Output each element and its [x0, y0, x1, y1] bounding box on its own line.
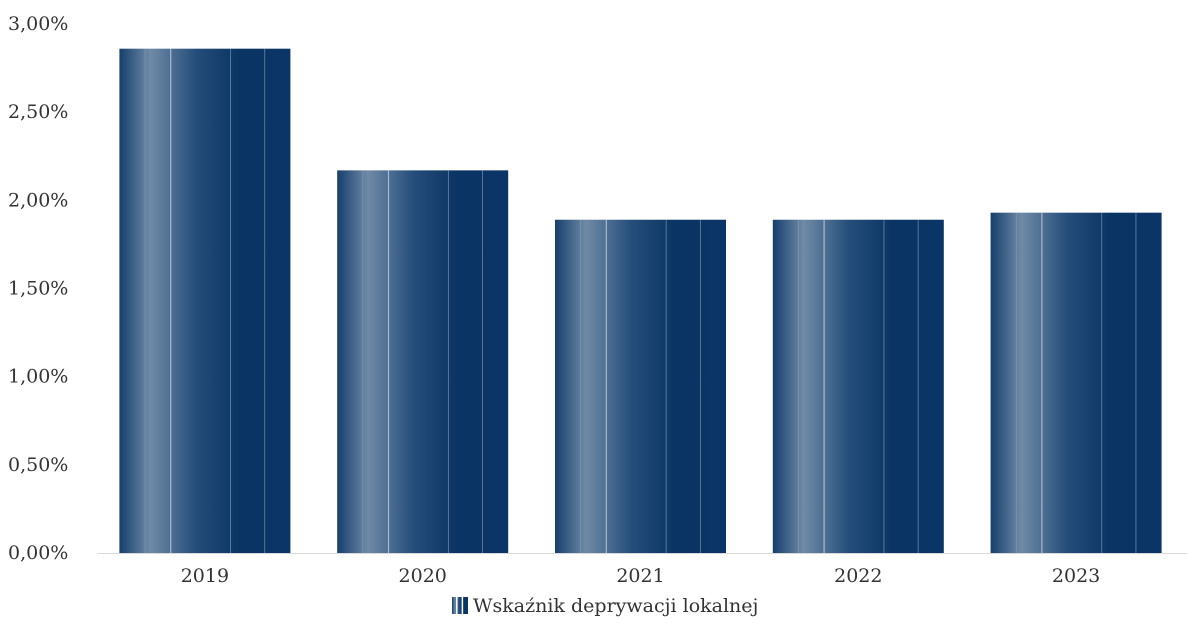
bar: [337, 170, 509, 553]
x-tick-label: 2021: [616, 565, 664, 587]
y-tick-label: 3,00%: [8, 13, 68, 35]
y-axis: 0,00% 0,50% 1,00% 1,50% 2,00% 2,50% 3,00%: [8, 13, 68, 564]
legend-swatch-rect: [452, 597, 468, 614]
y-tick-label: 1,00%: [8, 366, 68, 388]
x-tick-label: 2022: [834, 565, 882, 587]
bar: [119, 48, 291, 553]
bar-2022: [772, 219, 944, 554]
legend: Wskaźnik deprywacji lokalnej: [452, 595, 758, 617]
x-tick-label: 2020: [399, 565, 447, 587]
bar-2021: [555, 219, 726, 554]
y-tick-label: 0,00%: [8, 542, 68, 564]
y-tick-label: 2,00%: [8, 189, 68, 211]
x-tick-label: 2023: [1052, 565, 1100, 587]
bar-2019: [119, 48, 291, 553]
y-tick-label: 1,50%: [8, 278, 68, 300]
bar: [772, 219, 944, 554]
legend-label: Wskaźnik deprywacji lokalnej: [473, 595, 758, 617]
legend-swatch-icon: [452, 597, 468, 614]
bars-group: [119, 48, 1162, 554]
bar: [990, 212, 1162, 553]
bar-2020: [337, 170, 509, 553]
y-tick-label: 0,50%: [8, 454, 68, 476]
bar-2023: [990, 212, 1162, 553]
y-tick-label: 2,50%: [8, 101, 68, 123]
x-axis: 2019 2020 2021 2022 2023: [98, 553, 1187, 587]
x-tick-label: 2019: [181, 565, 229, 587]
bar: [555, 219, 726, 554]
